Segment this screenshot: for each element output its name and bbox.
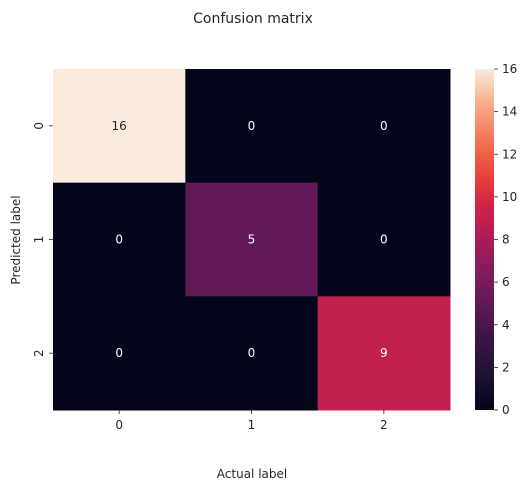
heatmap-cells bbox=[53, 69, 451, 411]
y-axis-label: Predicted label bbox=[9, 195, 23, 284]
colorbar-tick-label: 0 bbox=[502, 403, 510, 417]
cell-value-label: 0 bbox=[380, 119, 388, 133]
colorbar: 0 2 4 6 8 10 12 14 16 bbox=[475, 62, 517, 417]
colorbar-tick-label: 14 bbox=[502, 105, 517, 119]
colorbar-gradient bbox=[475, 69, 494, 410]
x-axis: 0 1 2 bbox=[115, 410, 388, 432]
y-tick-label: 2 bbox=[32, 349, 46, 357]
colorbar-tick-label: 4 bbox=[502, 318, 510, 332]
y-axis: 0 1 2 bbox=[32, 122, 53, 357]
cell-value-label: 0 bbox=[248, 119, 256, 133]
colorbar-tick-label: 10 bbox=[502, 190, 517, 204]
colorbar-tick-label: 16 bbox=[502, 62, 517, 76]
heatmap-cell bbox=[185, 69, 319, 184]
heatmap-cell bbox=[185, 296, 319, 411]
colorbar-tick-label: 8 bbox=[502, 233, 510, 247]
cell-value-label: 0 bbox=[115, 233, 123, 247]
heatmap-cell bbox=[53, 69, 186, 184]
x-tick-label: 0 bbox=[115, 418, 123, 432]
x-tick-label: 2 bbox=[380, 418, 388, 432]
cell-value-label: 5 bbox=[248, 233, 256, 247]
y-tick-label: 1 bbox=[32, 236, 46, 244]
heatmap-cell-labels: 16 0 0 0 5 0 0 0 9 bbox=[112, 119, 388, 360]
cell-value-label: 16 bbox=[112, 119, 127, 133]
heatmap-cell bbox=[317, 296, 451, 411]
y-tick-label: 0 bbox=[32, 122, 46, 130]
cell-value-label: 0 bbox=[115, 346, 123, 360]
heatmap-cell bbox=[317, 182, 451, 297]
heatmap-cell bbox=[53, 182, 186, 297]
heatmap-cell bbox=[317, 69, 451, 184]
colorbar-tick-label: 6 bbox=[502, 275, 510, 289]
colorbar-tick-label: 2 bbox=[502, 360, 510, 374]
x-axis-label: Actual label bbox=[217, 467, 287, 481]
heatmap-cell bbox=[185, 182, 319, 297]
cell-value-label: 9 bbox=[380, 346, 388, 360]
x-tick-label: 1 bbox=[248, 418, 256, 432]
heatmap-cell bbox=[53, 296, 186, 411]
colorbar-tick-label: 12 bbox=[502, 147, 517, 161]
cell-value-label: 0 bbox=[380, 233, 388, 247]
chart-title: Confusion matrix bbox=[193, 11, 313, 27]
cell-value-label: 0 bbox=[248, 346, 256, 360]
